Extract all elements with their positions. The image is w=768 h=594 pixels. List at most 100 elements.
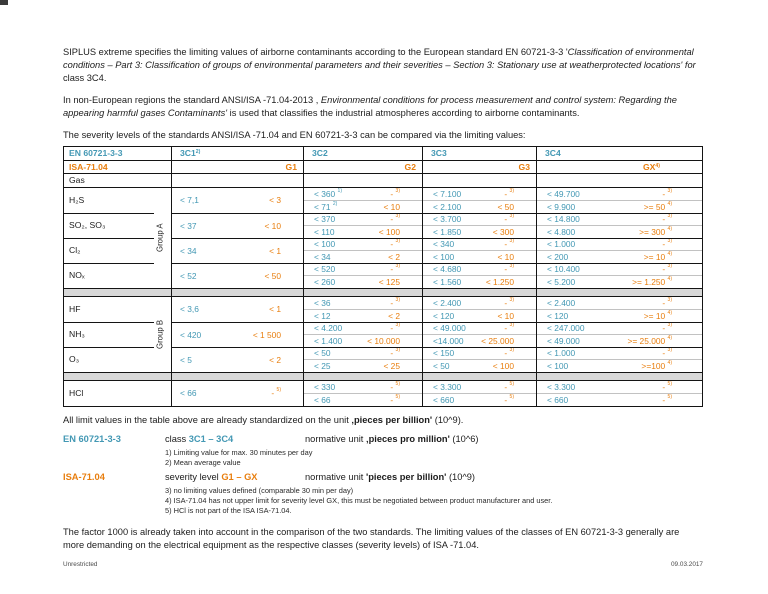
isa-value: - 5) [504, 380, 514, 392]
legend: EN 60721-3-3 class 3C1 – 3C4 normative u… [63, 433, 703, 517]
value-subrow: < 360 1) - 3) [304, 188, 422, 200]
isa-value: < 25.000 [481, 335, 514, 346]
en-value: < 3.700 [433, 214, 462, 225]
isa-value: < 2 [388, 310, 400, 321]
table-row: H₂S < 7,1 < 3 < 360 1) - 3) < 71 2) < 10 < 7.10… [64, 187, 702, 213]
unit-bold: ‚pieces per billion' [351, 414, 433, 425]
en-value: < 520 [314, 264, 336, 275]
en-value: < 260 [314, 276, 336, 287]
footnote-marker: 3) [509, 296, 514, 303]
isa-value: - 3) [504, 238, 514, 250]
isa-value: < 1.250 [485, 276, 514, 287]
isa-value: < 3 [269, 195, 281, 205]
en-value: < 34 [314, 251, 331, 262]
separator-cell [304, 372, 423, 380]
isa-value: >= 50 4) [643, 200, 672, 212]
en-value: < 660 [433, 394, 455, 405]
value-subrow: < 200 >= 10 4) [537, 250, 702, 263]
gas-name-cell: HF [64, 296, 172, 322]
en-value: < 150 [433, 348, 455, 359]
value-subrow: < 1.400 < 10.000 [304, 334, 422, 347]
value-cell-3c2-g2: < 520 - 3) < 260 < 125 [304, 262, 423, 288]
value-subrow: < 71 2) < 10 [304, 199, 422, 213]
separator-cell [64, 288, 172, 296]
isa-value: >=100 4) [641, 359, 672, 371]
paragraph-text: class 3C4. [63, 73, 107, 83]
empty-cell [423, 174, 537, 187]
value-cell-3c1-g1: < 37 < 10 [172, 212, 304, 238]
footnote-marker: 3) [667, 238, 672, 245]
isa-value: - 5) [271, 387, 281, 398]
value-subrow: < 247.000 - 3) [537, 323, 702, 335]
en-value: < 370 [314, 214, 336, 225]
footnote-marker: 4) [667, 250, 672, 257]
value-cell-3c1-g1: < 3,6 < 1 [172, 296, 304, 322]
closing-paragraph: The factor 1000 is already taken into ac… [63, 526, 680, 550]
footnote-marker: 4) [667, 275, 672, 282]
value-cell-3c3-g3: < 3.700 - 3) < 1.850 < 300 [423, 212, 537, 238]
footnote-marker: 4) [667, 309, 672, 316]
en-value: < 37 [180, 220, 197, 231]
footnote-1: 1) Limiting value for max. 30 minutes pe… [165, 447, 313, 457]
value-cell-3c4-gx: < 3.300 - 5) < 660 - 5) [537, 381, 702, 406]
isa-value: - 3) [504, 322, 514, 334]
value-cell-3c4-gx: < 2.400 - 3) < 120 >= 10 4) [537, 297, 702, 322]
en-value: < 71 2) [314, 200, 338, 212]
empty-cell [304, 174, 423, 187]
empty-cell [172, 174, 304, 187]
en-value: < 50 [433, 360, 450, 371]
separator-cell [172, 288, 304, 296]
gas-group-a: H₂S < 7,1 < 3 < 360 1) - 3) < 71 2) < 10 < 7.10… [64, 186, 702, 288]
legend-isa-unit: normative unit 'pieces per billion' (10^… [305, 472, 475, 482]
value-subrow: < 100 < 10 [423, 250, 536, 263]
isa-value: < 10 [264, 220, 281, 231]
footnote-marker: 3) [509, 213, 514, 220]
en-value: < 247.000 [547, 323, 585, 334]
footnote-marker: 3) [509, 238, 514, 245]
en-value: < 120 [547, 310, 569, 321]
en-value: < 50 [314, 348, 331, 359]
isa-value: - 3) [662, 238, 672, 250]
isa-value: - 3) [390, 213, 400, 225]
legend-text: normative unit [305, 472, 366, 483]
value-subrow: < 50 - 3) [304, 348, 422, 360]
value-cell-3c4-gx: < 1.000 - 3) < 100 >=100 4) [537, 346, 702, 372]
table-row: NOₓ < 52 < 50 < 520 - 3) < 260 < 125 < 4.680 - 3… [64, 262, 702, 288]
en-class-label: 3C4 [545, 148, 561, 159]
isa-level-label: GX 4) [642, 161, 660, 172]
footnote-marker: 5) [395, 380, 400, 387]
value-subrow: < 9.900 >= 50 4) [537, 199, 702, 213]
value-subrow: < 12 < 2 [304, 308, 422, 322]
footnote-marker: 3) [509, 322, 514, 329]
value-cell-3c2-g2: < 50- 3) < 25 < 25 [304, 346, 423, 372]
en-value: < 330 [314, 381, 336, 392]
footnote-marker: 3) [395, 213, 400, 220]
gas-name: HF [69, 304, 81, 314]
value-subrow: < 100 - 3) [304, 239, 422, 251]
standard-title-italic: Environmental conditions for process mea… [63, 95, 677, 118]
value-subrow: < 340 - 3) [423, 239, 536, 251]
en-value: < 3,6 [180, 304, 199, 314]
footnote-marker: 2) [332, 200, 338, 207]
en-value: < 52 [180, 270, 197, 281]
en-value: < 5 [180, 354, 192, 365]
header-row-isa: ISA-71.04 G1 G2 G3 GX 4) [64, 159, 702, 173]
footnote-marker: 3) [395, 263, 400, 270]
value-subrow: < 14.800 - 3) [537, 214, 702, 226]
footnote-marker: 5) [509, 393, 514, 400]
isa-value: - 3) [662, 213, 672, 225]
en-value: < 1.400 [314, 335, 343, 346]
en-value: < 36 [314, 297, 331, 308]
legend-en-range: 3C1 – 3C4 [188, 434, 234, 444]
value-subrow: < 66 - 5) [304, 392, 422, 406]
value-subrow: < 2.100 < 50 [423, 199, 536, 213]
intro-paragraph-2: In non-European regions the standard ANS… [63, 94, 703, 120]
en-value: < 34 [180, 245, 197, 256]
en-value: < 100 [314, 239, 336, 250]
value-cell-3c1-g1: < 7,1 < 3 [172, 187, 304, 213]
gas-name-cell: SO₂, SO₃ [64, 212, 172, 238]
isa-value: < 10 [497, 251, 514, 262]
footnote-marker: 4) [667, 334, 672, 341]
footnote-marker: 5) [509, 380, 514, 387]
value-subrow: < 34 < 2 [304, 250, 422, 263]
